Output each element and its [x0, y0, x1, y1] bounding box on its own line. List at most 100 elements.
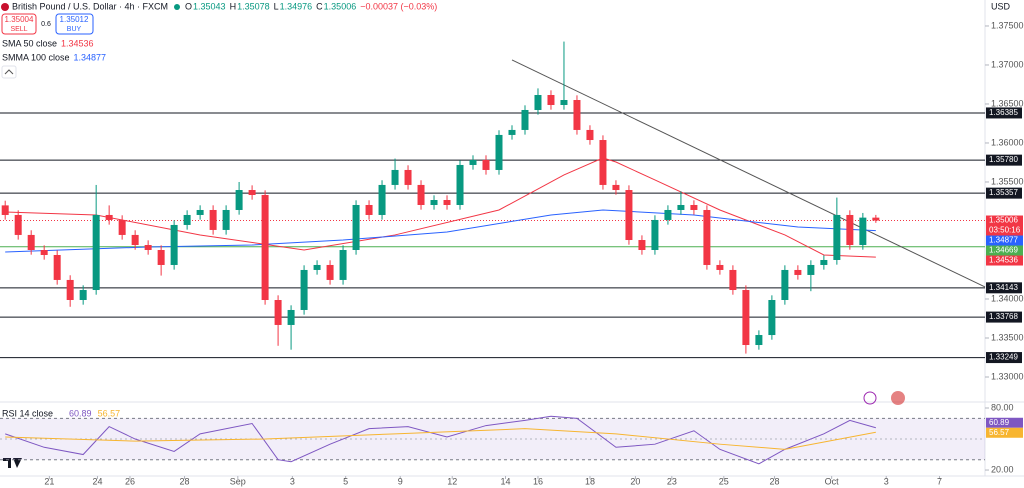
x-tick-label: Oct — [825, 476, 840, 486]
candle-body — [131, 234, 139, 246]
y-tick-label: 1.33000 — [991, 371, 1024, 381]
candle-body — [664, 209, 672, 220]
rsi-tag-label: 56.57 — [989, 428, 1010, 437]
x-tick-label: 9 — [398, 476, 403, 486]
x-tick-label: 28 — [180, 476, 190, 486]
trendline — [511, 59, 986, 288]
ohlc-value: 1.34976 — [280, 1, 313, 11]
candle-body — [716, 264, 724, 270]
candle-body — [300, 269, 308, 310]
rsi-tick-label: 20.00 — [991, 464, 1014, 474]
x-tick-label: Sep — [230, 476, 246, 486]
level-label: 1.35780 — [989, 155, 1018, 164]
price-tag-label: 1.34669 — [989, 246, 1018, 255]
level-tag — [986, 154, 1022, 166]
candle-body — [235, 190, 243, 210]
event-icon[interactable] — [863, 391, 877, 405]
level-label: 1.36385 — [989, 108, 1018, 117]
candle-body — [729, 269, 737, 291]
candle-body — [118, 219, 126, 235]
x-tick-label: 5 — [343, 476, 348, 486]
candle-body — [40, 250, 48, 255]
logo — [3, 458, 22, 468]
candle-body — [248, 190, 256, 196]
candle-body — [859, 217, 867, 246]
price-tag — [986, 215, 1023, 236]
candle-body — [170, 224, 178, 265]
level-label: 1.33249 — [989, 353, 1018, 362]
candle-body — [430, 200, 438, 205]
candle-body — [222, 209, 230, 230]
ohlc-value: 1.35043 — [193, 1, 226, 11]
rsi-name: RSI 14 close — [2, 408, 53, 418]
candle-body — [352, 204, 360, 250]
rsi-line — [5, 428, 876, 450]
candle-body — [417, 184, 425, 205]
candle-body — [14, 214, 22, 235]
ohlc-key: O — [185, 1, 192, 11]
buy-button[interactable] — [55, 13, 94, 35]
price-tag — [986, 235, 1023, 246]
candle-body — [144, 245, 152, 250]
ohlc-key: L — [274, 1, 279, 11]
candle-body — [755, 335, 763, 346]
candle-body — [599, 140, 607, 185]
candle-body — [443, 200, 451, 205]
level-label: 1.34143 — [989, 283, 1018, 292]
x-tick-label: 3 — [884, 476, 889, 486]
price-tag — [986, 255, 1023, 266]
level-tag — [986, 282, 1022, 294]
legend: British Pound / U.S. Dollar · 4h · FXCM … — [1, 1, 905, 468]
y-tick-label: 1.36000 — [991, 137, 1024, 147]
candle-body — [534, 95, 542, 110]
collapse-icon — [4, 69, 14, 75]
candle-body — [612, 184, 620, 191]
x-tick-label: 12 — [447, 476, 457, 486]
rsi-line — [5, 415, 876, 465]
candle-body — [404, 169, 412, 185]
candle-body — [92, 214, 100, 291]
x-tick-label: 20 — [630, 476, 640, 486]
candle-body — [690, 204, 698, 210]
candle-body — [807, 264, 815, 275]
level-tag — [986, 107, 1022, 119]
candle-body — [326, 264, 334, 280]
x-tick-label: 23 — [667, 476, 677, 486]
level-label: 1.33768 — [989, 312, 1018, 321]
x-tick-label: 14 — [500, 476, 510, 486]
collapse-button[interactable] — [1, 65, 17, 79]
candle-body — [209, 209, 217, 230]
ohlc-value: 1.35078 — [237, 1, 270, 11]
level-tag — [986, 187, 1022, 199]
candle-body — [27, 234, 35, 250]
indicator-value: 1.34877 — [74, 52, 107, 62]
y-tick-label: 1.36500 — [991, 98, 1024, 108]
candle-body — [495, 134, 503, 170]
level-tag — [986, 311, 1022, 323]
candle-body — [742, 290, 750, 346]
sell-button[interactable] — [1, 13, 37, 35]
economic-event-icon[interactable] — [891, 391, 905, 405]
candle-body — [560, 100, 568, 105]
price-tag-label: 1.34877 — [989, 236, 1018, 245]
candle-body — [365, 204, 373, 215]
ohlc-key: C — [316, 1, 323, 11]
rsi-legend-value: 56.57 — [98, 408, 121, 418]
candle-body — [638, 240, 646, 250]
x-tick-label: 24 — [92, 476, 102, 486]
candle-body — [469, 159, 477, 165]
indicator-value: 1.34536 — [61, 38, 94, 48]
x-tick-label: 7 — [937, 476, 942, 486]
indicator-line — [5, 157, 876, 258]
rsi-tag — [986, 427, 1023, 438]
x-tick-label: 18 — [585, 476, 595, 486]
candle-body — [573, 100, 581, 130]
candle-body — [157, 250, 165, 265]
candle-body — [196, 209, 204, 215]
x-tick-label: 21 — [44, 476, 54, 486]
candle-body — [378, 184, 386, 215]
ohlc-key: H — [230, 1, 237, 11]
buy-label: BUY — [67, 26, 82, 33]
symbol-flag — [1, 3, 9, 11]
